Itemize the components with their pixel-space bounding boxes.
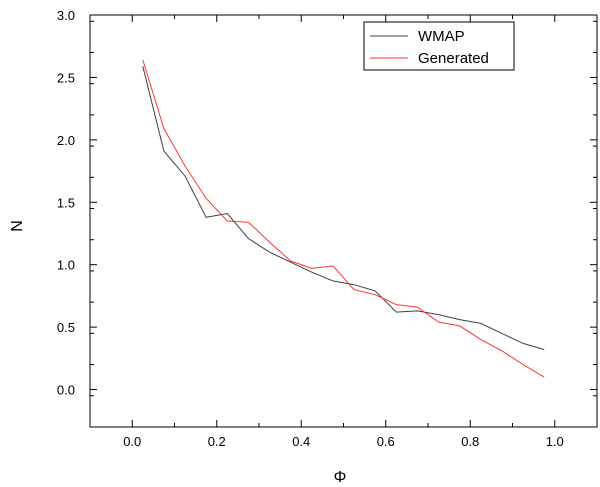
y-tick-label: 0.5 [57, 320, 75, 335]
x-tick-label: 0.0 [123, 434, 141, 449]
x-axis-title: Φ [334, 469, 347, 486]
x-tick-label: 0.4 [292, 434, 310, 449]
series-layer [142, 59, 545, 378]
legend: WMAP Generated [363, 21, 515, 71]
y-axis-title: N [9, 220, 26, 232]
plot-border [89, 14, 598, 428]
legend-label: WMAP [418, 28, 465, 45]
y-tick-label: 2.5 [57, 70, 75, 85]
y-tick-label: 0.0 [57, 383, 75, 398]
series-line-generated [142, 59, 545, 378]
x-tick-label: 0.2 [208, 434, 226, 449]
plot-frame [89, 14, 598, 428]
y-tick-label: 2.0 [57, 133, 75, 148]
x-tick-label: 0.6 [377, 434, 395, 449]
y-tick-label: 1.5 [57, 195, 75, 210]
y-tick-label: 3.0 [57, 8, 75, 23]
legend-label: Generated [418, 50, 489, 67]
y-axis: 0.0 0.5 1.0 1.5 2.0 2.5 3.0 [57, 8, 597, 428]
y-tick-label: 1.0 [57, 258, 75, 273]
series-line-wmap [142, 66, 545, 351]
legend-box [363, 21, 515, 71]
x-tick-label: 1.0 [546, 434, 564, 449]
x-axis: 0.0 0.2 0.4 0.6 0.8 1.0 [89, 15, 598, 449]
x-tick-label: 0.8 [461, 434, 479, 449]
